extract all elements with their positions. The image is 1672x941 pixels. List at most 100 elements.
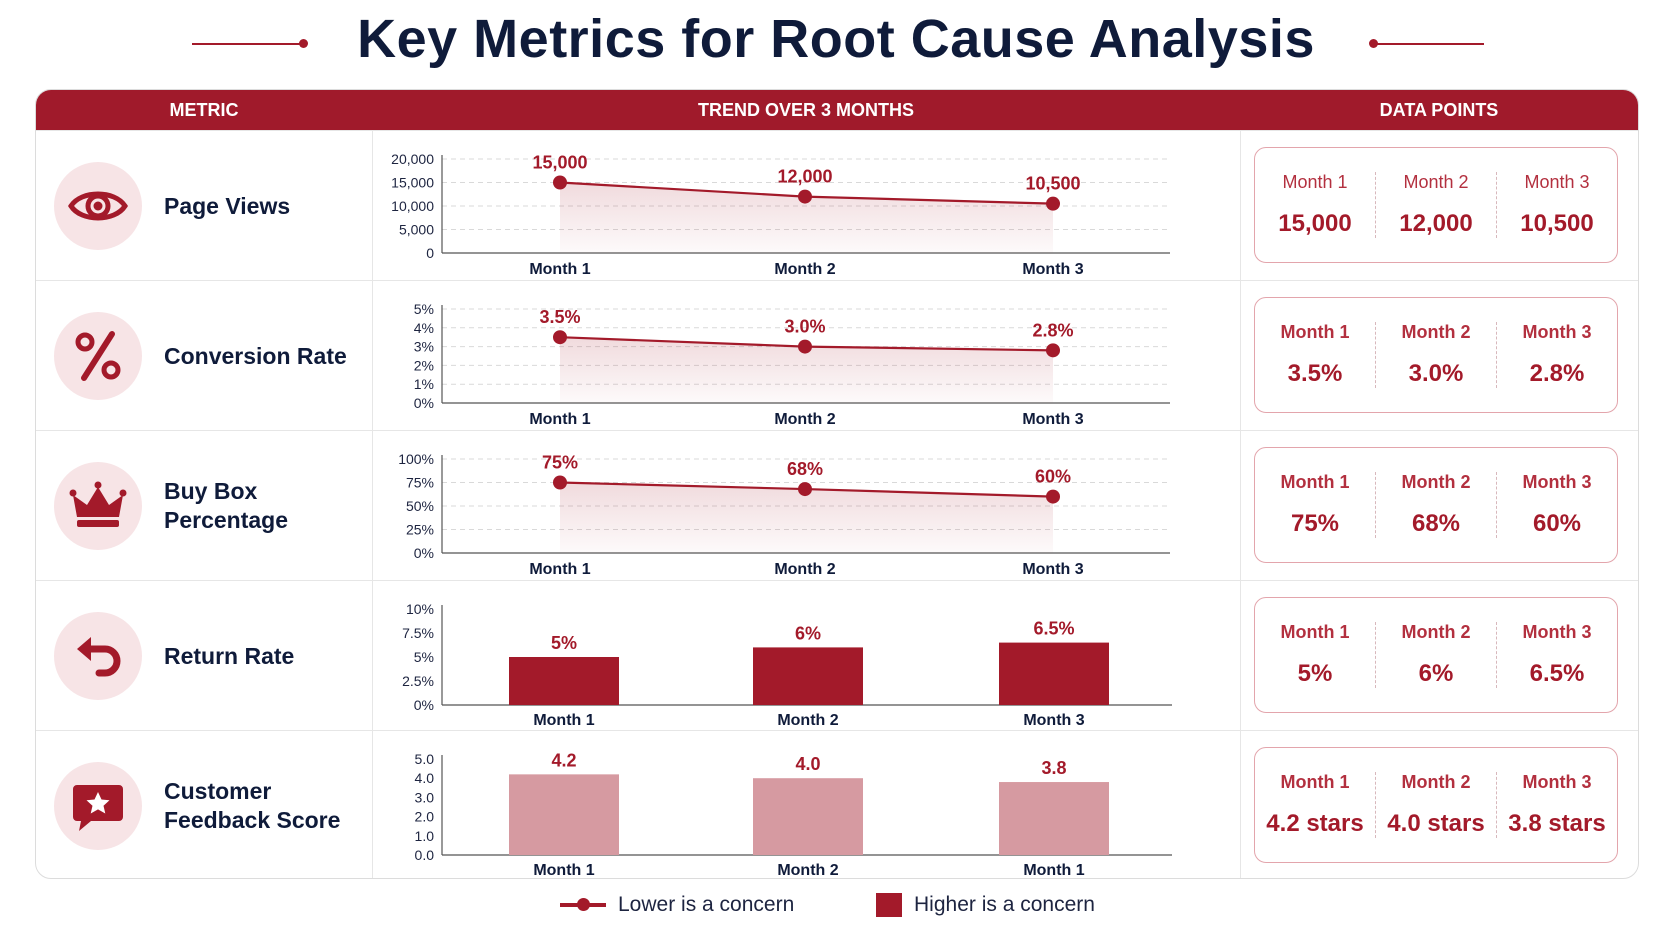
metric-cell: Conversion Rate (36, 281, 373, 431)
data-point-value: 12,000 (1399, 210, 1473, 237)
divider (1496, 772, 1497, 838)
metric-label: Buy Box Percentage (164, 478, 289, 533)
data-points-cell: Month 1 15,000 Month 2 12,000 Month 3 10,50… (1240, 131, 1638, 281)
eye-icon (54, 162, 142, 250)
data-point-month: Month 1 (1280, 472, 1350, 492)
trend-chart-customer-feedback-score: 5.0 4.0 3.0 2.0 1.0 0.0 4.2 4.0 3.8 Month 1 Month … (372, 731, 1241, 879)
percent-icon (54, 312, 142, 400)
area-fill (560, 182, 1053, 253)
data-label: 10,500 (1025, 174, 1080, 194)
metric-row-customer-feedback-score: Customer Feedback Score 5.0 4.0 3.0 2.0 1.0 0… (36, 730, 1638, 879)
y-tick-label: 0 (426, 245, 434, 261)
data-label: 3.8 (1041, 758, 1066, 778)
y-tick-label: 2% (414, 357, 434, 373)
divider (1375, 322, 1376, 388)
data-point-value: 60% (1532, 510, 1582, 537)
bar (509, 657, 619, 705)
data-point-value: 4.0 stars (1387, 810, 1485, 837)
y-tick-label: 10,000 (391, 198, 434, 214)
area-fill (560, 482, 1053, 553)
data-point: Month 3 3.8 stars (1497, 748, 1617, 862)
data-point-value: 75% (1290, 510, 1340, 537)
data-point-marker (553, 475, 567, 490)
data-point-marker (1046, 489, 1060, 504)
divider (1375, 772, 1376, 838)
data-label: 15,000 (532, 153, 587, 173)
divider (1375, 472, 1376, 538)
data-point-value: 6% (1418, 660, 1454, 687)
data-point-month: Month 2 (1403, 172, 1469, 192)
data-point-month: Month 2 (1401, 622, 1471, 642)
x-tick-label: Month 3 (1022, 411, 1083, 428)
data-point-marker (1046, 343, 1060, 358)
y-tick-label: 4% (414, 320, 434, 336)
area-fill (560, 337, 1053, 403)
y-tick-label: 100% (398, 451, 434, 467)
y-tick-label: 4.0 (415, 770, 435, 786)
y-tick-label: 50% (406, 498, 434, 514)
x-tick-label: Month 1 (533, 862, 594, 879)
y-tick-label: 3.0 (415, 789, 435, 805)
divider (1496, 172, 1497, 238)
data-point-marker (798, 339, 812, 354)
line-chart: 100% 75% 50% 25% 0% 75% 68% 60% Month 1 Month 2 Mo… (398, 451, 1170, 578)
line-chart: 20,000 15,000 10,000 5,000 0 15,000 12,000 10,5… (391, 151, 1170, 278)
x-tick-label: Month 2 (777, 862, 838, 879)
y-tick-label: 0.0 (415, 847, 435, 863)
data-points-card: Month 1 3.5% Month 2 3.0% Month 3 2.8% (1254, 297, 1618, 413)
data-points-card: Month 1 4.2 stars Month 2 4.0 stars Month … (1254, 747, 1618, 863)
data-point-month: Month 3 (1522, 772, 1592, 792)
x-tick-label: Month 3 (1022, 561, 1083, 578)
divider (1496, 322, 1497, 388)
y-tick-label: 7.5% (402, 625, 434, 641)
bar (999, 782, 1109, 855)
y-tick-label: 0% (414, 395, 434, 411)
y-tick-label: 5,000 (399, 222, 434, 238)
metric-row-buy-box-percentage: Buy Box Percentage 100% 75% 50% 25% 0% 75% 68%… (36, 430, 1638, 581)
divider (1496, 622, 1497, 688)
data-label: 4.2 (551, 750, 576, 770)
data-point-value: 3.0% (1408, 360, 1464, 387)
page-title: Key Metrics for Root Cause Analysis (357, 9, 1315, 69)
data-point: Month 1 15,000 (1255, 148, 1375, 262)
return-arrow-icon (54, 612, 142, 700)
data-point: Month 2 6% (1376, 598, 1496, 712)
y-tick-label: 5% (414, 649, 434, 665)
x-tick-label: Month 1 (1023, 862, 1084, 879)
header-metric: METRIC (169, 100, 239, 120)
y-tick-label: 1% (414, 376, 434, 392)
data-label: 5% (551, 633, 577, 653)
y-tick-label: 3% (414, 339, 434, 355)
crown-icon (54, 462, 142, 550)
data-label: 6.5% (1033, 619, 1074, 639)
data-point-month: Month 2 (1401, 322, 1471, 342)
data-label: 60% (1035, 467, 1071, 487)
data-label: 3.5% (539, 307, 580, 327)
data-points-cell: Month 1 3.5% Month 2 3.0% Month 3 2.8% (1240, 281, 1638, 431)
title-decor-dot-left (299, 39, 308, 48)
data-point: Month 3 10,500 (1497, 148, 1617, 262)
legend-line-label: Lower is a concern (618, 893, 795, 916)
data-point-month: Month 1 (1282, 172, 1348, 192)
data-label: 6% (795, 623, 821, 643)
y-tick-label: 0% (414, 545, 434, 561)
y-tick-label: 15,000 (391, 175, 434, 191)
data-point-value: 3.8 stars (1508, 810, 1606, 837)
data-point-month: Month 1 (1280, 322, 1350, 342)
bar (753, 778, 863, 855)
metric-row-conversion-rate: Conversion Rate 5% 4% 3% 2% 1% 0% 3.5% 3.0% 2.8%… (36, 280, 1638, 431)
y-tick-label: 10% (406, 601, 434, 617)
data-point: Month 3 6.5% (1497, 598, 1617, 712)
legend: Lower is a concern Higher is a concern (0, 880, 1672, 930)
x-tick-label: Month 2 (774, 411, 835, 428)
trend-chart-return-rate: 10% 7.5% 5% 2.5% 0% 5% 6% 6.5% Month 1 Month 2 Mon… (372, 581, 1241, 731)
data-point-value: 3.5% (1287, 360, 1343, 387)
legend-bar-label: Higher is a concern (914, 893, 1095, 916)
metric-label: Customer Feedback Score (164, 778, 341, 833)
trend-chart-page-views: 20,000 15,000 10,000 5,000 0 15,000 12,000 10,5… (372, 131, 1241, 281)
star-chat-icon (54, 762, 142, 850)
divider (1496, 472, 1497, 538)
data-point-month: Month 1 (1280, 772, 1350, 792)
data-point: Month 2 68% (1376, 448, 1496, 562)
trend-chart-conversion-rate: 5% 4% 3% 2% 1% 0% 3.5% 3.0% 2.8% Month 1 Month 2 Mo… (372, 281, 1241, 431)
